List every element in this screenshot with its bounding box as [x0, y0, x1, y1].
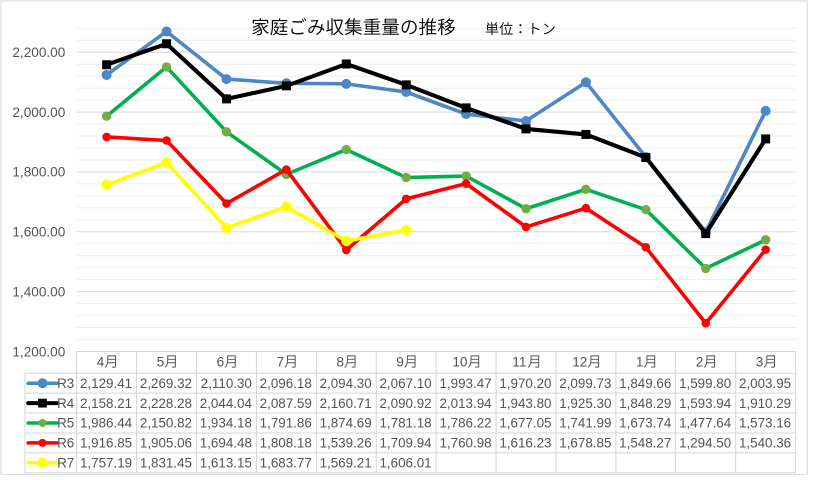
svg-text:1,831.45: 1,831.45: [140, 455, 192, 470]
svg-text:R3: R3: [57, 376, 74, 391]
svg-text:1,943.80: 1,943.80: [499, 396, 551, 411]
svg-text:2,099.73: 2,099.73: [559, 376, 611, 391]
svg-text:1,599.80: 1,599.80: [679, 376, 731, 391]
svg-text:1,477.64: 1,477.64: [679, 416, 732, 431]
svg-text:1,400.00: 1,400.00: [12, 284, 65, 299]
svg-text:2,094.30: 2,094.30: [320, 376, 372, 391]
svg-text:1,791.86: 1,791.86: [260, 416, 312, 431]
svg-text:1,757.19: 1,757.19: [80, 455, 132, 470]
svg-text:1,548.27: 1,548.27: [619, 436, 671, 451]
svg-text:2,160.71: 2,160.71: [320, 396, 372, 411]
svg-text:2,096.18: 2,096.18: [260, 376, 312, 391]
svg-text:9: 9: [396, 355, 404, 370]
svg-text:6: 6: [217, 355, 225, 370]
svg-text:2,087.59: 2,087.59: [260, 396, 312, 411]
svg-text:1,986.44: 1,986.44: [80, 416, 133, 431]
svg-text:1,741.99: 1,741.99: [559, 416, 611, 431]
svg-text:2,000.00: 2,000.00: [12, 105, 65, 120]
svg-text:1,849.66: 1,849.66: [619, 376, 671, 391]
svg-text:1,673.74: 1,673.74: [619, 416, 672, 431]
svg-text:4: 4: [97, 355, 105, 370]
svg-text:1,677.05: 1,677.05: [499, 416, 551, 431]
svg-text:2,228.28: 2,228.28: [140, 396, 192, 411]
svg-text:3: 3: [756, 355, 764, 370]
svg-text:2,158.21: 2,158.21: [80, 396, 132, 411]
svg-text:1,694.48: 1,694.48: [200, 436, 252, 451]
svg-text:2,129.41: 2,129.41: [80, 376, 132, 391]
svg-text:R7: R7: [57, 455, 74, 470]
svg-text:12: 12: [572, 355, 587, 370]
svg-text:1,916.85: 1,916.85: [80, 436, 132, 451]
svg-text:2,090.92: 2,090.92: [379, 396, 431, 411]
svg-text:1,616.23: 1,616.23: [499, 436, 551, 451]
svg-text:2,110.30: 2,110.30: [201, 376, 252, 391]
svg-text:7: 7: [277, 355, 285, 370]
svg-text:1,600.00: 1,600.00: [12, 225, 65, 240]
svg-text:R4: R4: [57, 396, 75, 411]
svg-text:1,613.15: 1,613.15: [200, 455, 252, 470]
svg-text:1,573.16: 1,573.16: [739, 416, 791, 431]
svg-text:1,970.20: 1,970.20: [499, 376, 551, 391]
svg-text:1,848.29: 1,848.29: [619, 396, 671, 411]
svg-text:2,200.00: 2,200.00: [12, 45, 65, 60]
svg-text:1,993.47: 1,993.47: [439, 376, 491, 391]
svg-text:1,786.22: 1,786.22: [439, 416, 491, 431]
svg-text:2: 2: [696, 355, 704, 370]
svg-text:2,044.04: 2,044.04: [200, 396, 253, 411]
svg-text:1,800.00: 1,800.00: [12, 165, 65, 180]
svg-text:1,808.18: 1,808.18: [260, 436, 312, 451]
svg-text:1,606.01: 1,606.01: [379, 455, 431, 470]
svg-text:2,013.94: 2,013.94: [439, 396, 492, 411]
svg-text:1,678.85: 1,678.85: [559, 436, 611, 451]
svg-text:1,294.50: 1,294.50: [679, 436, 731, 451]
svg-text:1,569.21: 1,569.21: [320, 455, 372, 470]
svg-text:1,200.00: 1,200.00: [12, 344, 65, 359]
svg-text:1: 1: [636, 355, 644, 370]
svg-text:1,925.30: 1,925.30: [559, 396, 611, 411]
svg-text:1,760.98: 1,760.98: [439, 436, 491, 451]
svg-text:1,540.36: 1,540.36: [739, 436, 791, 451]
svg-text:1,910.29: 1,910.29: [739, 396, 791, 411]
svg-text:8: 8: [336, 355, 344, 370]
svg-text:1,683.77: 1,683.77: [260, 455, 312, 470]
svg-text:1,539.26: 1,539.26: [320, 436, 372, 451]
svg-text:10: 10: [452, 355, 468, 370]
svg-text:2,150.82: 2,150.82: [140, 416, 192, 431]
svg-text:1,905.06: 1,905.06: [140, 436, 192, 451]
svg-text:1,709.94: 1,709.94: [379, 436, 432, 451]
svg-text:2,269.32: 2,269.32: [140, 376, 192, 391]
svg-text:R6: R6: [57, 436, 74, 451]
svg-text:2,003.95: 2,003.95: [739, 376, 791, 391]
svg-text:1,934.18: 1,934.18: [200, 416, 252, 431]
svg-text:1,593.94: 1,593.94: [679, 396, 732, 411]
svg-text:2,067.10: 2,067.10: [379, 376, 431, 391]
svg-text:5: 5: [157, 355, 165, 370]
svg-text:R5: R5: [57, 416, 74, 431]
svg-text:1,874.69: 1,874.69: [320, 416, 372, 431]
svg-text:1,781.18: 1,781.18: [379, 416, 431, 431]
svg-text:11: 11: [512, 355, 526, 370]
